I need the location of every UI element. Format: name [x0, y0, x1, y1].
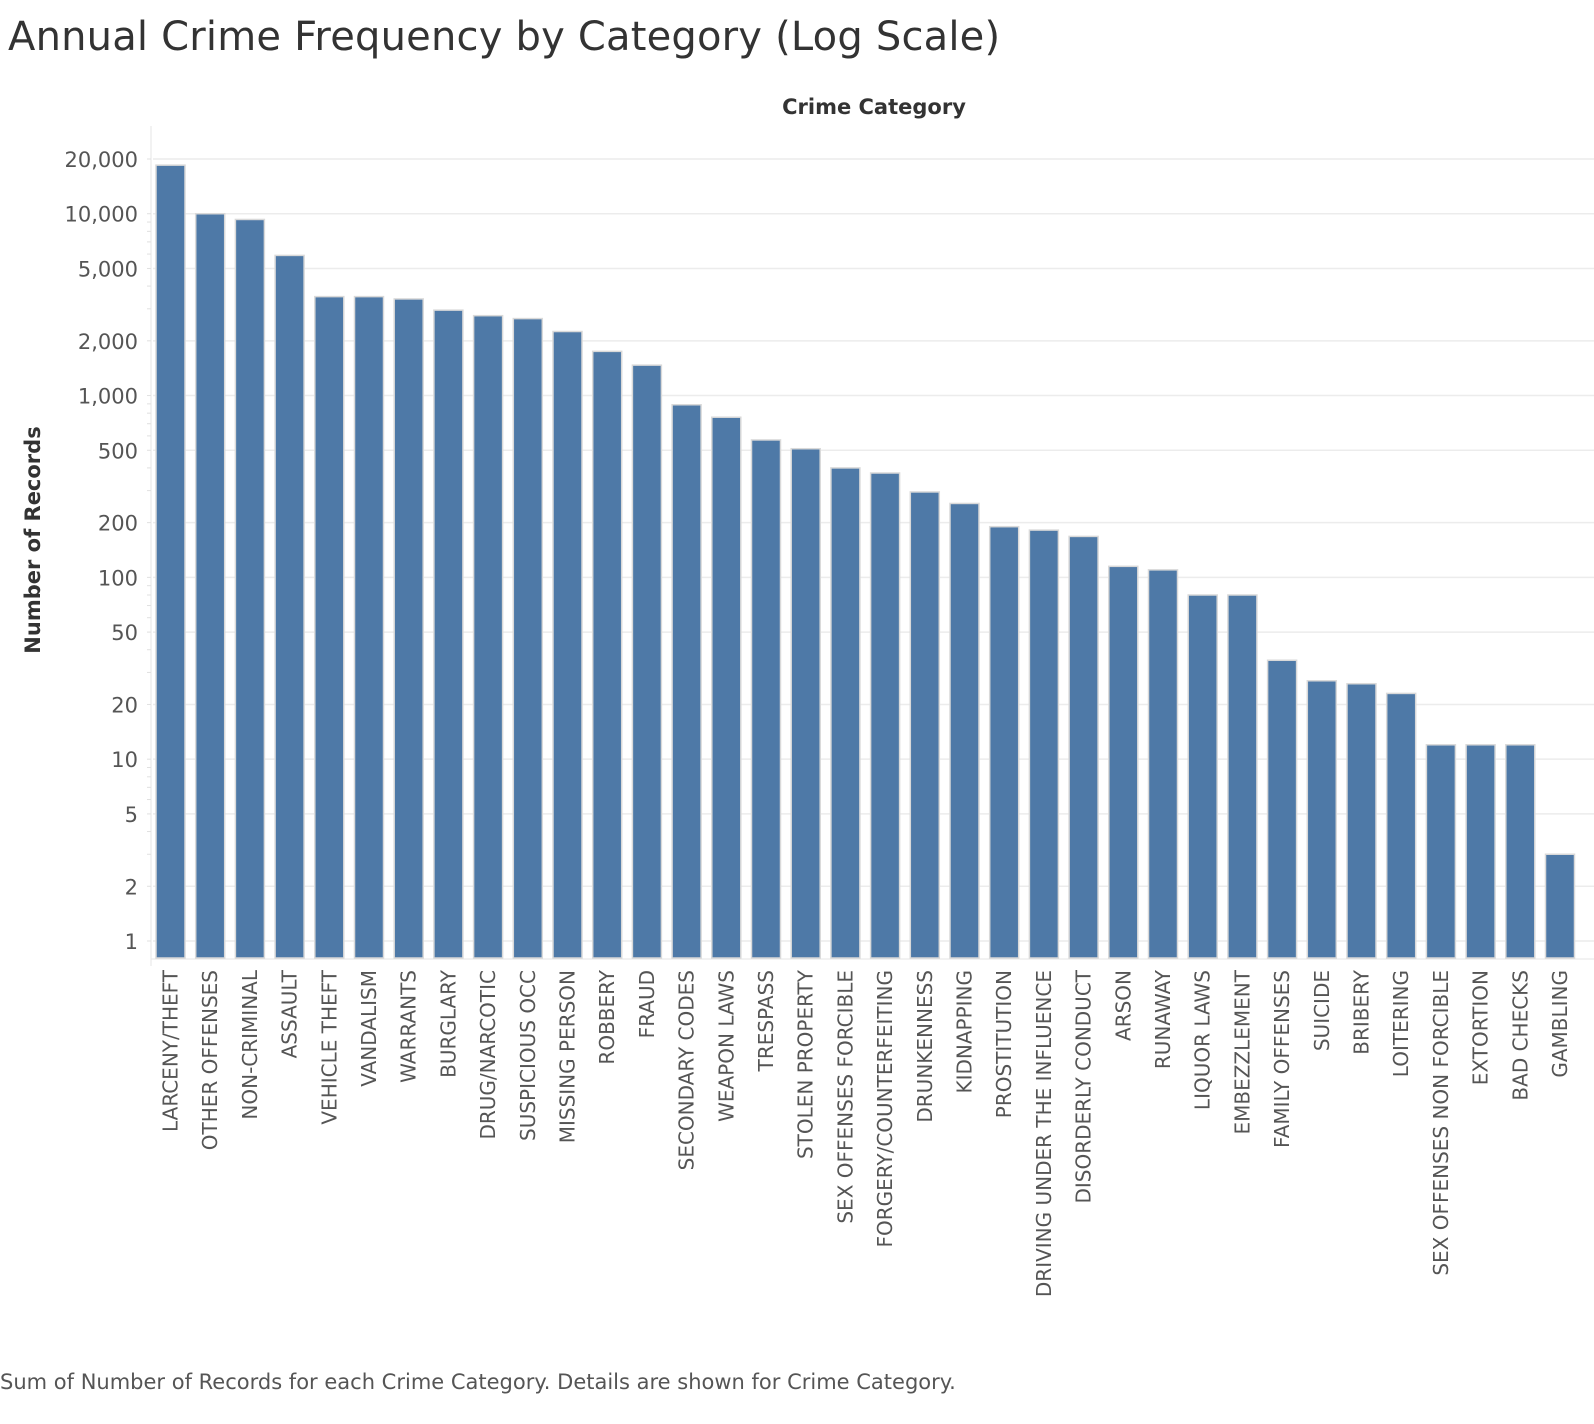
x-tick-label: DRUG/NARCOTIC: [476, 970, 500, 1140]
bar: [1227, 594, 1258, 959]
x-tick-label: KIDNAPPING: [953, 970, 977, 1094]
x-tick-label: SUSPICIOUS OCC: [516, 970, 540, 1141]
bar: [1028, 529, 1060, 959]
y-tick-label: 1: [125, 930, 138, 954]
y-tick-label: 10,000: [65, 203, 138, 227]
y-tick-label: 2: [125, 875, 138, 899]
y-axis: 1 2 5 10 20 50 100 200 500 1,000 2,000 5,000 10,000 2…: [65, 126, 1594, 966]
bar: [949, 502, 980, 959]
x-tick-label: ARSON: [1111, 970, 1135, 1041]
x-tick-label: WEAPON LAWS: [714, 970, 738, 1122]
bar: [472, 314, 504, 959]
bar: [1385, 692, 1417, 959]
x-tick-label: DRUNKENNESS: [913, 970, 937, 1123]
chart-caption: Sum of Number of Records for each Crime …: [0, 1370, 956, 1394]
x-tick-label: ASSAULT: [278, 969, 302, 1058]
bar: [1266, 659, 1298, 959]
x-tick-label: STOLEN PROPERTY: [794, 969, 818, 1159]
x-tick-label: SEX OFFENSES FORCIBLE: [833, 970, 857, 1224]
x-tick-label: BAD CHECKS: [1508, 970, 1532, 1101]
bar: [552, 330, 583, 959]
x-tick-label: GAMBLING: [1548, 970, 1572, 1078]
y-axis-title: Number of Records: [21, 426, 45, 653]
bar: [830, 467, 861, 959]
bars: [155, 164, 1576, 959]
y-tick-label: 500: [98, 439, 138, 463]
y-tick-label: 10: [111, 748, 138, 772]
x-tick-label: SEX OFFENSES NON FORCIBLE: [1429, 970, 1453, 1276]
x-tick-label: BURGLARY: [436, 969, 460, 1078]
y-tick-label: 20: [111, 693, 138, 717]
x-tick-label: EXTORTION: [1469, 970, 1493, 1085]
bar: [869, 472, 901, 959]
bar: [1068, 535, 1099, 959]
bar: [234, 218, 266, 959]
x-tick-label: EMBEZZLEMENT: [1230, 969, 1254, 1134]
bar: [155, 164, 186, 959]
x-tick-label: TRESPASS: [754, 970, 778, 1072]
x-tick-label: SUICIDE: [1310, 970, 1334, 1051]
y-tick-label: 20,000: [65, 148, 138, 172]
bar: [1306, 680, 1338, 959]
bar: [750, 439, 782, 959]
x-tick-label: LOITERING: [1389, 970, 1413, 1077]
bar: [1147, 569, 1179, 959]
x-axis: LARCENY/THEFT OTHER OFFENSES NON-CRIMINAL A…: [159, 969, 1573, 1297]
x-tick-label: DRIVING UNDER THE INFLUENCE: [1032, 970, 1056, 1297]
bar: [433, 309, 464, 959]
x-tick-label: FORGERY/COUNTERFEITING: [873, 970, 897, 1248]
bar: [1346, 682, 1377, 959]
bar: [314, 295, 345, 959]
bar: [591, 350, 623, 959]
bar: [711, 416, 742, 959]
bar: [194, 212, 226, 959]
x-tick-label: SECONDARY CODES: [675, 970, 699, 1170]
bar: [790, 447, 821, 959]
y-tick-label: 5,000: [78, 257, 138, 281]
x-tick-label: OTHER OFFENSES: [198, 970, 222, 1150]
bar: [1544, 853, 1576, 959]
bar: [1505, 744, 1536, 959]
y-tick-label: 50: [111, 621, 138, 645]
x-tick-label: LARCENY/THEFT: [159, 969, 183, 1132]
x-tick-label: VEHICLE THEFT: [317, 969, 341, 1124]
bar: [909, 491, 941, 959]
bar: [353, 295, 385, 959]
y-tick-label: 1,000: [78, 385, 138, 409]
bar: [1425, 744, 1457, 959]
bar: [631, 364, 663, 959]
x-tick-label: MISSING PERSON: [556, 970, 580, 1143]
x-tick-label: FRAUD: [635, 970, 659, 1038]
bar: [512, 317, 544, 959]
y-tick-label: 100: [98, 566, 138, 590]
page-title: Annual Crime Frequency by Category (Log …: [8, 14, 1001, 60]
x-tick-label: VANDALISM: [357, 970, 381, 1087]
x-tick-label: LIQUOR LAWS: [1191, 970, 1215, 1110]
bar-chart: 1 2 5 10 20 50 100 200 500 1,000 2,000 5,000 10,000 2…: [21, 95, 1594, 1297]
y-tick-label: 2,000: [78, 330, 138, 354]
bar: [393, 298, 424, 959]
x-tick-label: FAMILY OFFENSES: [1270, 970, 1294, 1148]
bar: [274, 254, 305, 959]
bar: [1187, 594, 1218, 959]
bar: [1465, 744, 1496, 959]
x-tick-label: BRIBERY: [1350, 969, 1374, 1054]
x-tick-label: NON-CRIMINAL: [238, 969, 262, 1119]
bar: [671, 404, 702, 959]
y-tick-label: 5: [125, 803, 138, 827]
x-tick-label: WARRANTS: [397, 970, 421, 1083]
bar: [1108, 565, 1139, 959]
x-tick-label: DISORDERLY CONDUCT: [1072, 969, 1096, 1203]
x-axis-title: Crime Category: [782, 95, 966, 119]
y-tick-label: 200: [98, 512, 138, 536]
x-tick-label: RUNAWAY: [1151, 969, 1175, 1069]
x-tick-label: ROBBERY: [595, 969, 619, 1064]
x-tick-label: PROSTITUTION: [992, 970, 1016, 1118]
bar: [988, 525, 1020, 959]
